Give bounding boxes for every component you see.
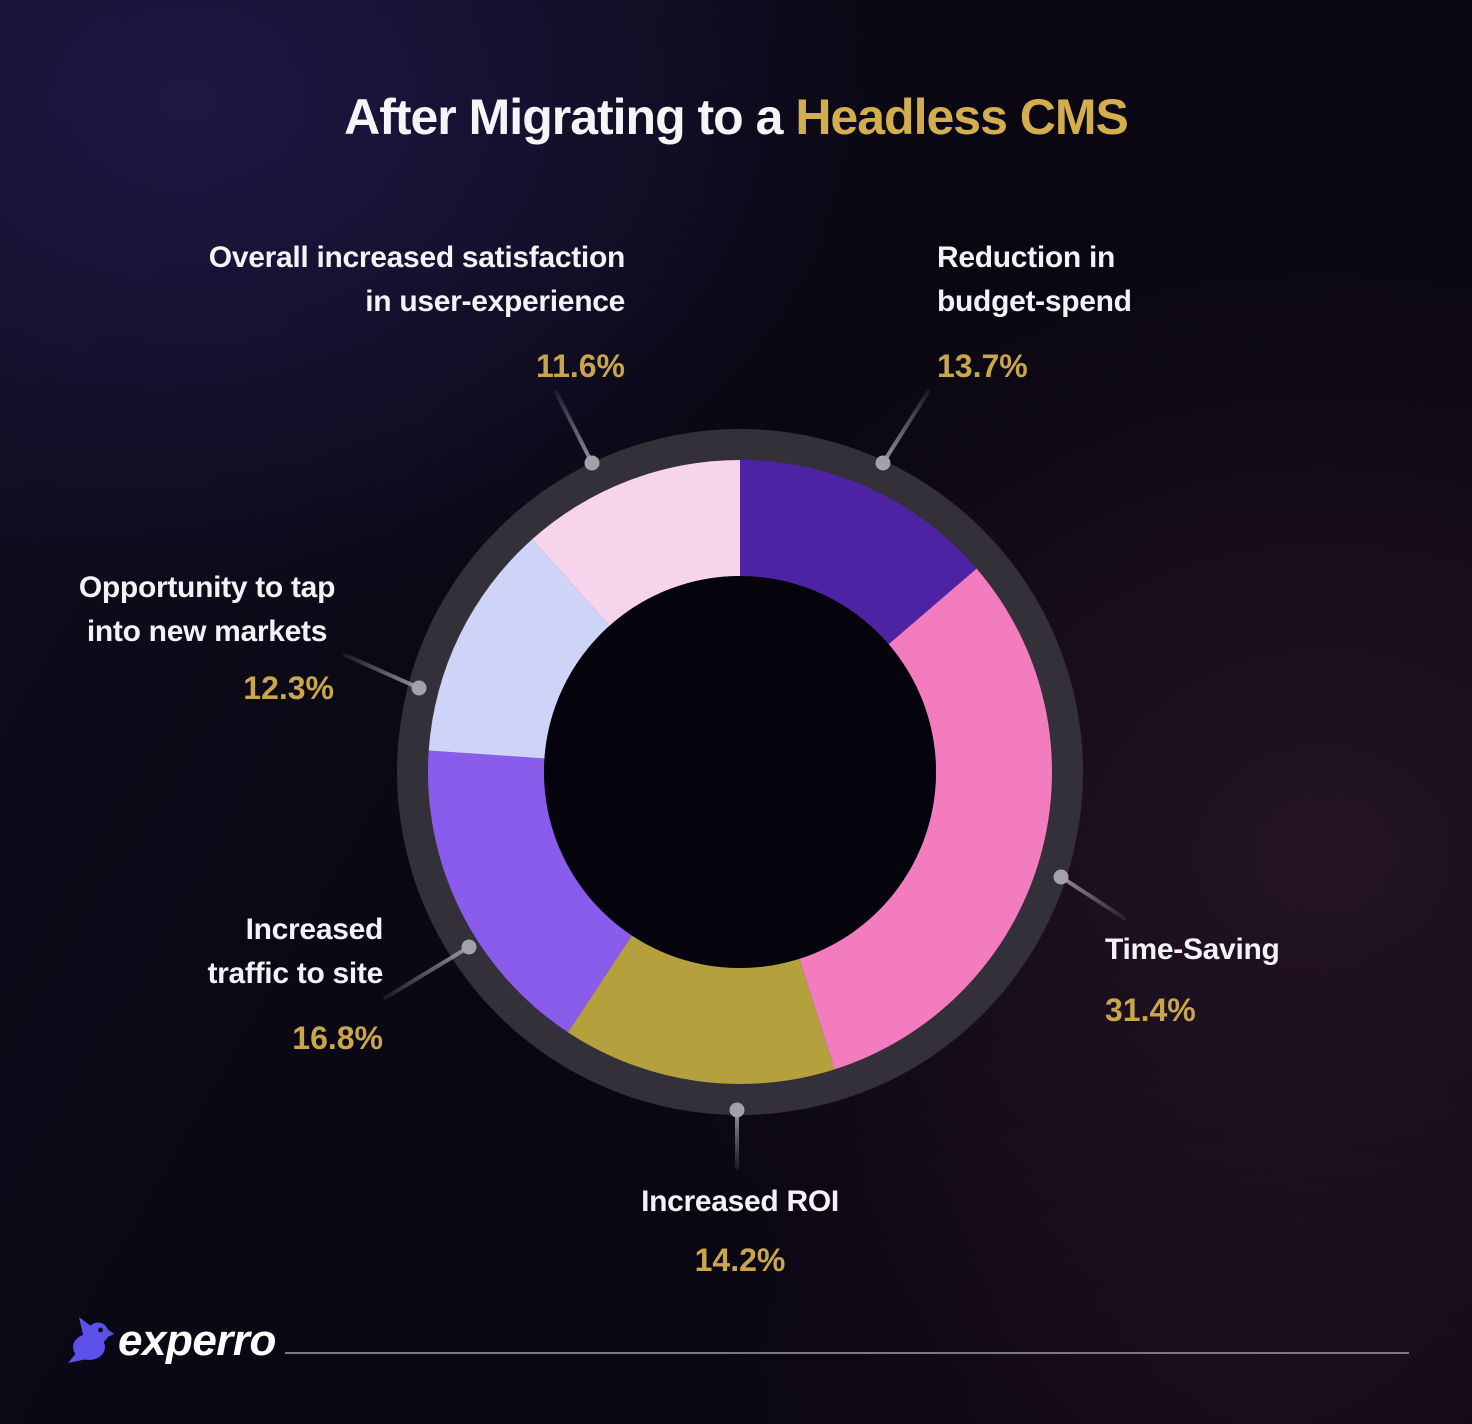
donut-segment-markets: [428, 539, 610, 759]
bird-icon: [68, 1317, 114, 1363]
donut-segment-time: [799, 568, 1053, 1070]
brand-logo: experro: [68, 1316, 276, 1366]
callout-markets-label: Opportunity to tap into new markets: [78, 571, 336, 648]
page-title: After Migrating to a Headless CMS: [0, 88, 1472, 146]
leader-dot-markets: [411, 680, 427, 696]
callout-budget-percent: 13.7%: [937, 348, 1028, 384]
callout-time: Time-Saving 31.4%: [1105, 928, 1280, 1029]
callout-time-label: Time-Saving: [1105, 933, 1280, 966]
donut-segment-satisfaction: [532, 460, 740, 626]
callout-traffic-percent: 16.8%: [292, 1020, 383, 1056]
leader-line-traffic: [383, 945, 471, 1000]
leader-dot-roi: [729, 1102, 745, 1118]
brand-name: experro: [118, 1316, 276, 1365]
callout-roi-percent: 14.2%: [694, 1242, 786, 1278]
footer-divider: [285, 1352, 1409, 1354]
leader-dot-traffic: [461, 939, 477, 955]
callout-budget-label: Reduction in budget-spend: [937, 241, 1132, 318]
callout-satisfaction-label: Overall increased satisfaction in user-e…: [208, 241, 626, 318]
title-highlight: Headless CMS: [795, 89, 1129, 145]
donut-segment-roi: [567, 935, 835, 1084]
footer: experro: [0, 1316, 1472, 1386]
leader-dot-time: [1053, 869, 1069, 885]
callout-budget: Reduction in budget-spend 13.7%: [937, 236, 1132, 385]
callout-markets-percent: 12.3%: [243, 670, 334, 706]
donut-segment-traffic: [427, 750, 632, 1033]
callout-satisfaction-percent: 11.6%: [536, 348, 625, 384]
leader-line-markets: [343, 653, 421, 690]
title-prefix: After Migrating to a: [344, 89, 796, 145]
callout-traffic: Increased traffic to site 16.8%: [207, 908, 383, 1057]
callout-satisfaction: Overall increased satisfaction in user-e…: [208, 236, 626, 385]
donut-segments: [427, 460, 1053, 1084]
callout-roi-label: Increased ROI: [641, 1185, 839, 1218]
leader-dot-satisfaction: [584, 455, 600, 471]
callout-time-percent: 31.4%: [1105, 992, 1196, 1028]
callout-roi: Increased ROI 14.2%: [540, 1180, 940, 1279]
leader-line-budget: [881, 390, 930, 465]
leader-line-time: [1059, 875, 1126, 920]
callout-traffic-label: Increased traffic to site: [207, 913, 383, 990]
callout-markets: Opportunity to tap into new markets 12.3…: [78, 566, 336, 707]
donut-hole: [544, 576, 936, 968]
donut-segment-budget: [740, 460, 977, 645]
leader-line-satisfaction: [554, 390, 594, 465]
leader-dot-budget: [875, 455, 891, 471]
